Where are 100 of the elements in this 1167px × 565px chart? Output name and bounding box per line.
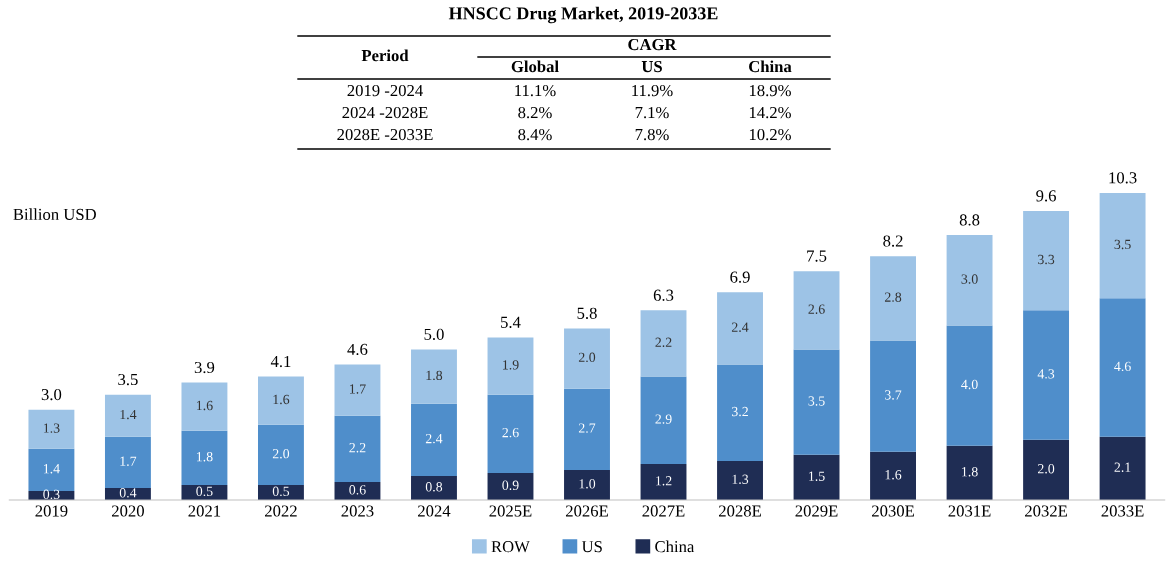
bar [411,403,457,476]
total-label: 7.5 [807,250,827,262]
bar [181,430,228,485]
data-label: 3.0 [961,274,978,284]
bar [946,325,993,446]
bar [1023,310,1070,440]
total-label: 6.9 [730,271,750,283]
data-label: 1.4 [120,409,137,420]
data-label: 0.5 [272,486,290,497]
bar [411,475,457,501]
data-label: 2.0 [272,448,290,459]
data-label: 0.4 [119,488,137,498]
bar [717,364,763,461]
x-tick-label: 2029E [795,505,838,517]
data-label: 0.6 [349,485,366,495]
data-label: 1.7 [120,456,137,466]
data-label: 1.3 [43,423,60,433]
bar [640,310,687,377]
bar [717,292,763,365]
total-label: 3.5 [118,373,138,386]
data-label: 2.4 [731,322,749,332]
bar [640,463,687,501]
data-label: 3.2 [732,406,748,417]
bar [411,349,457,404]
data-label: 3.3 [1038,254,1055,265]
bar [487,394,534,473]
x-tick-label: 2020 [111,505,144,517]
x-tick-label: 2019 [35,505,68,517]
legend-label: US [581,541,602,553]
data-label: 1.6 [273,394,290,405]
data-label: 1.2 [656,476,672,486]
x-tick-label: 2033E [1101,505,1144,517]
data-label: 1.0 [579,479,596,489]
bar [28,448,75,491]
bar [28,409,75,449]
total-label: 5.0 [424,328,444,341]
total-label: 3.0 [41,388,62,401]
data-label: 0.8 [425,482,443,492]
text: 10.2% [749,128,791,141]
total-label: 10.3 [1109,172,1137,184]
bar [564,328,610,389]
data-label: 1.6 [885,470,902,480]
bar [1099,298,1146,437]
y-axis-title: Billion USD [13,208,96,220]
text: CAGR [628,38,677,51]
x-tick-label: 2024 [418,505,451,517]
data-label: 2.6 [502,427,519,438]
data-label: 1.5 [809,471,825,481]
x-tick-label: 2026E [565,505,608,517]
bar [793,271,840,350]
data-label: 1.4 [43,464,60,474]
x-tick-label: 2030E [872,505,914,517]
x-tick-label: 2031E [948,505,991,517]
data-label: 2.2 [349,442,366,453]
x-tick-label: 2032E [1025,505,1067,517]
text: 7.1% [635,106,669,119]
data-label: 4.3 [1037,369,1055,379]
total-label: 5.8 [577,307,597,319]
text: 2024 -2028E [342,106,428,119]
bar [793,454,840,501]
total-label: 3.9 [194,361,215,374]
bar [104,436,151,488]
bar [640,376,687,464]
text: 18.9% [749,84,791,97]
bar [487,337,534,395]
text: US [641,60,662,73]
data-label: 2.9 [655,414,672,424]
data-label: 4.0 [961,379,978,390]
data-label: 2.6 [808,304,825,314]
total-label: 8.2 [883,235,903,247]
bar [258,376,304,425]
bar [946,235,993,326]
bar [793,349,840,455]
data-label: 1.9 [503,360,519,370]
bar [487,472,534,501]
bar [564,469,610,501]
x-tick-label: 2021 [188,505,221,517]
data-label: 1.8 [196,451,213,462]
x-tick-label: 2027E [642,505,685,517]
text: 11.9% [632,84,673,97]
data-label: 1.3 [732,474,749,484]
data-label: 4.6 [1114,361,1131,372]
chart-title: HNSCC Drug Market, 2019-2033E [448,6,718,24]
text: Period [361,49,409,62]
data-label: 1.8 [962,467,978,477]
data-label: 0.3 [43,489,60,500]
x-tick-label: 2025E [489,505,532,517]
text: 2019 -2024 [347,84,423,97]
total-label: 4.1 [270,355,291,368]
x-tick-label: 2022 [265,505,297,517]
bar [1099,436,1146,501]
total-label: 8.8 [959,214,980,226]
bar [1023,439,1070,501]
data-label: 3.5 [1114,239,1131,250]
total-label: 9.6 [1036,190,1056,202]
bar [181,382,228,431]
legend-label: China [655,540,695,553]
bar [104,394,151,437]
data-label: 1.8 [426,370,443,381]
legend-label: ROW [491,541,530,553]
